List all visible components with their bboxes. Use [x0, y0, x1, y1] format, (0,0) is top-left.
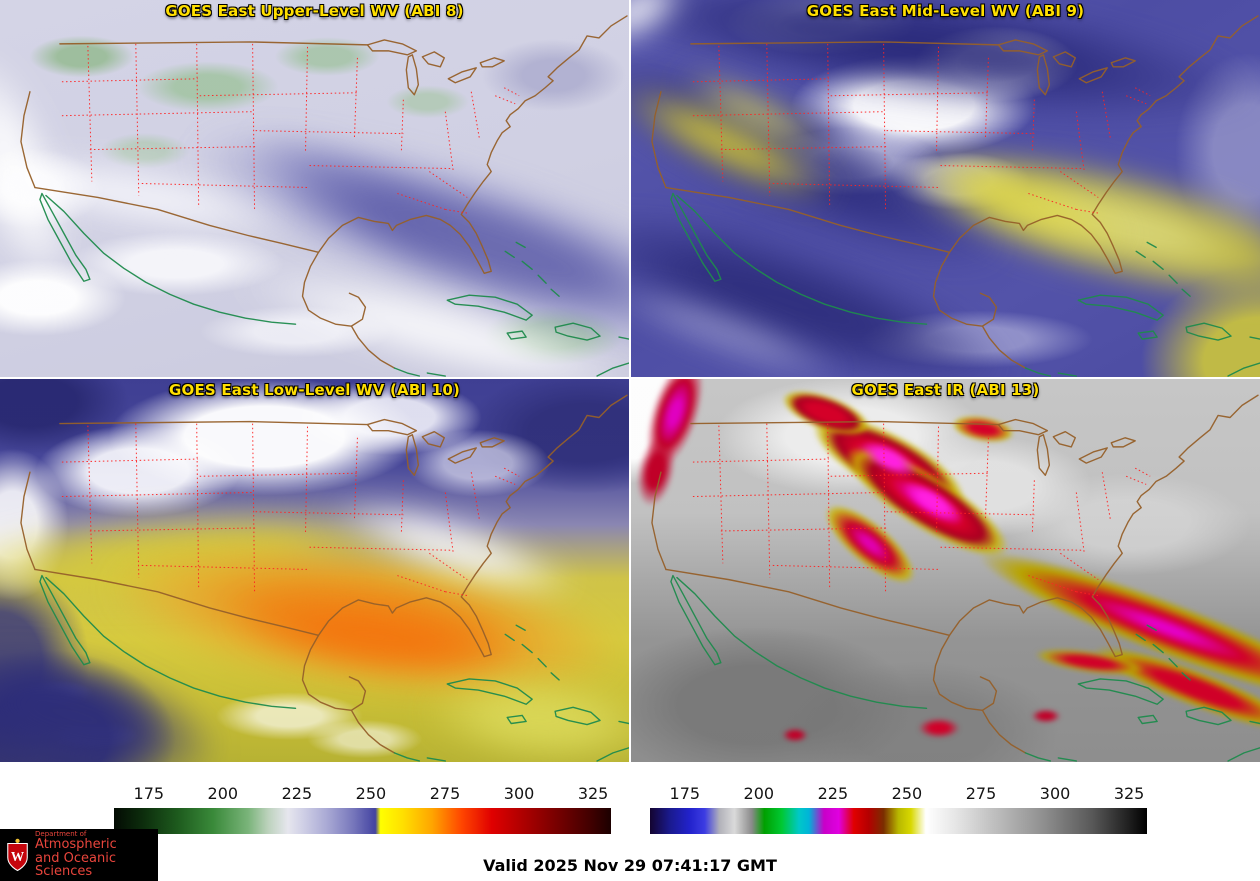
colorbar-tick: 225	[281, 784, 313, 803]
colorbar-tick: 325	[1113, 784, 1145, 803]
panel-low-level-wv: GOES East Low-Level WV (ABI 10)	[0, 379, 629, 762]
colorbar-tick: 175	[133, 784, 165, 803]
panel-title: GOES East IR (ABI 13)	[851, 381, 1040, 399]
uw-crest-icon: W	[7, 838, 28, 872]
panel-grid: GOES East Upper-Level WV (ABI 8) GOES Ea…	[0, 0, 1260, 762]
colorbar-tick: 225	[817, 784, 849, 803]
panel-title: GOES East Low-Level WV (ABI 10)	[168, 381, 461, 399]
logo-text: Department of Atmospheric and Oceanic Sc…	[35, 829, 152, 880]
storm-cell	[950, 411, 1016, 446]
storm-cell	[1031, 709, 1062, 724]
panel-title: GOES East Upper-Level WV (ABI 8)	[165, 2, 464, 20]
map-overlay	[651, 394, 1260, 762]
colorbar-tick: 250	[355, 784, 387, 803]
legend-row: 175 200 225 250 275 300 325 175 200 225 …	[0, 784, 1260, 834]
colorbar-tick: 325	[577, 784, 609, 803]
panel-title: GOES East Mid-Level WV (ABI 9)	[806, 2, 1085, 20]
valid-time-label: Valid 2025 Nov 29 07:41:17 GMT	[483, 856, 777, 875]
ir-colorbar-gradient	[650, 808, 1147, 834]
colorbar-tick: 275	[429, 784, 461, 803]
logo-department-of: Department of	[35, 829, 87, 838]
colorbar-ir: 175 200 225 250 275 300 325	[630, 784, 1260, 834]
svg-text:W: W	[11, 849, 25, 864]
panel-ir: GOES East IR (ABI 13)	[631, 379, 1260, 762]
storm-cell	[918, 717, 961, 738]
colorbar-tick: 300	[1039, 784, 1071, 803]
wv-colorbar-gradient	[114, 808, 611, 834]
panel-upper-level-wv: GOES East Upper-Level WV (ABI 8)	[0, 0, 629, 377]
logo-line-2: and Oceanic Sciences	[35, 850, 116, 880]
colorbar-wv: 175 200 225 250 275 300 325	[0, 784, 630, 834]
colorbar-tick: 175	[669, 784, 701, 803]
uw-aos-logo: W Department of Atmospheric and Oceanic …	[0, 829, 158, 881]
colorbar-tick: 200	[743, 784, 775, 803]
storm-cell	[781, 728, 808, 743]
logo-line-1: Atmospheric	[35, 837, 117, 853]
colorbar-tick: 250	[891, 784, 923, 803]
colorbar-tick: 275	[965, 784, 997, 803]
panel-mid-level-wv: GOES East Mid-Level WV (ABI 9)	[631, 0, 1260, 377]
colorbar-tick: 200	[207, 784, 239, 803]
colorbar-tick: 300	[503, 784, 535, 803]
